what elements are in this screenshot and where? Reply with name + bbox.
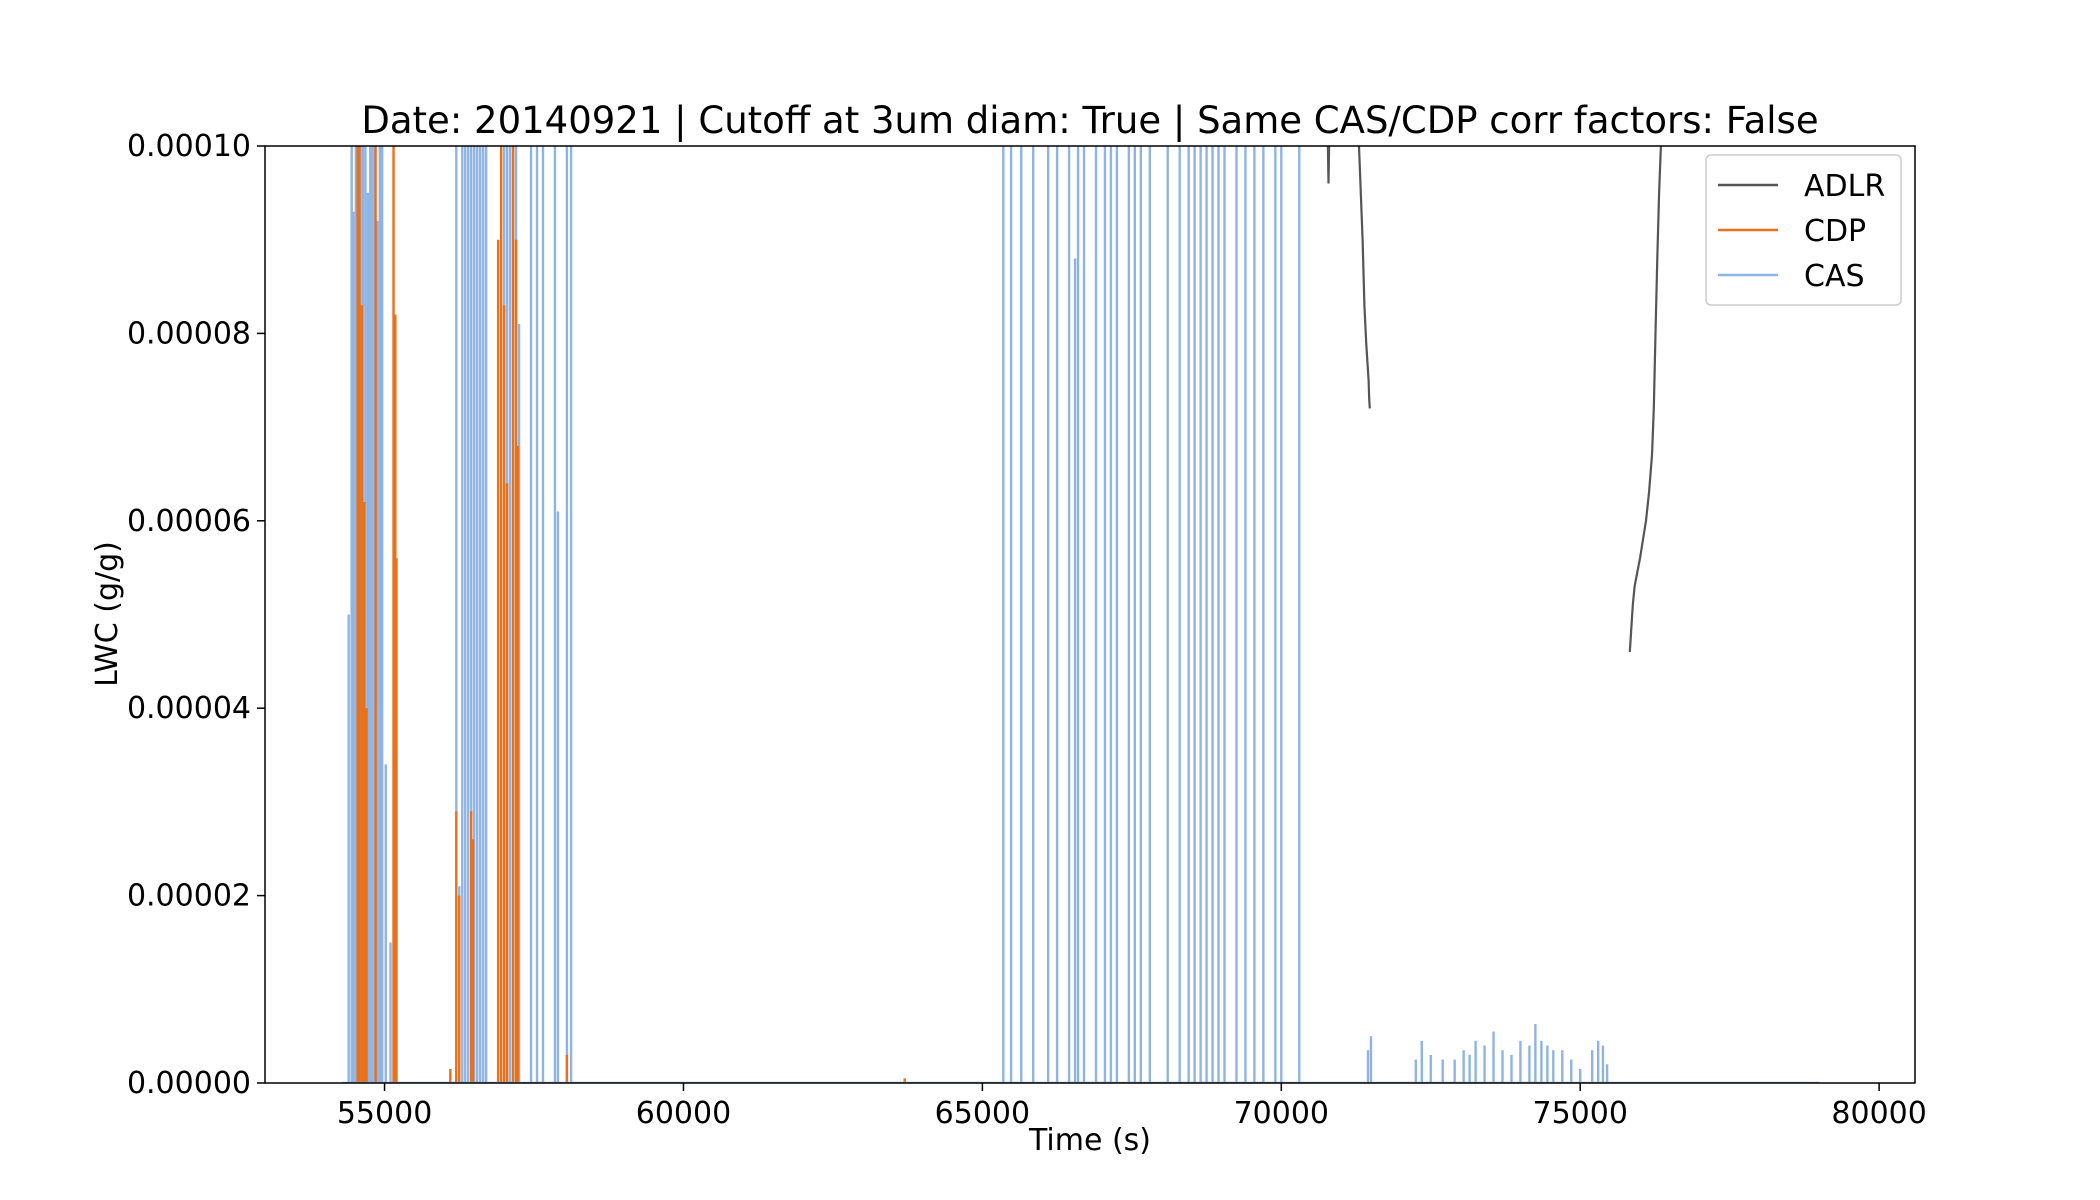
x-tick-label: 75000 (1532, 1096, 1627, 1131)
legend-item-cas: CAS (1718, 259, 1865, 294)
series-cas (347, 146, 1609, 1083)
x-tick-label: 70000 (1234, 1096, 1329, 1131)
legend: ADLR CDP CAS (1705, 154, 1902, 306)
plot-area-frame (264, 145, 1916, 1084)
y-tick-label: 0.00010 (127, 129, 251, 164)
legend-label: CAS (1804, 259, 1865, 294)
x-tick-label: 60000 (636, 1096, 731, 1131)
series-adlr-line (1357, 146, 1371, 409)
chart-title: Date: 20140921 | Cutoff at 3um diam: Tru… (361, 99, 1818, 142)
x-axis-label: Time (s) (1028, 1123, 1151, 1158)
legend-box (1705, 154, 1902, 306)
x-tick-label: 80000 (1831, 1096, 1926, 1131)
y-axis-label: LWC (g/g) (90, 541, 125, 687)
series-adlr-line (1628, 146, 1662, 653)
series-adlr (1326, 146, 1662, 653)
x-axis: 55000 60000 65000 70000 75000 80000 (337, 1083, 1927, 1131)
y-tick-label: 0.00000 (127, 1066, 251, 1101)
x-tick-label: 55000 (337, 1096, 432, 1131)
legend-item-cdp: CDP (1718, 214, 1866, 249)
y-tick-label: 0.00008 (127, 316, 251, 351)
x-tick-label: 65000 (935, 1096, 1030, 1131)
y-tick-label: 0.00004 (127, 691, 251, 726)
legend-item-adlr: ADLR (1718, 169, 1885, 204)
legend-label: ADLR (1804, 169, 1885, 204)
y-tick-label: 0.00006 (127, 504, 251, 539)
series-adlr-line (1326, 146, 1331, 184)
legend-label: CDP (1804, 214, 1866, 249)
y-tick-label: 0.00002 (127, 879, 251, 914)
series-cdp (356, 146, 906, 1083)
plot-area (342, 146, 1820, 1083)
y-axis: 0.00000 0.00002 0.00004 0.00006 0.00008 0.000… (127, 129, 265, 1101)
